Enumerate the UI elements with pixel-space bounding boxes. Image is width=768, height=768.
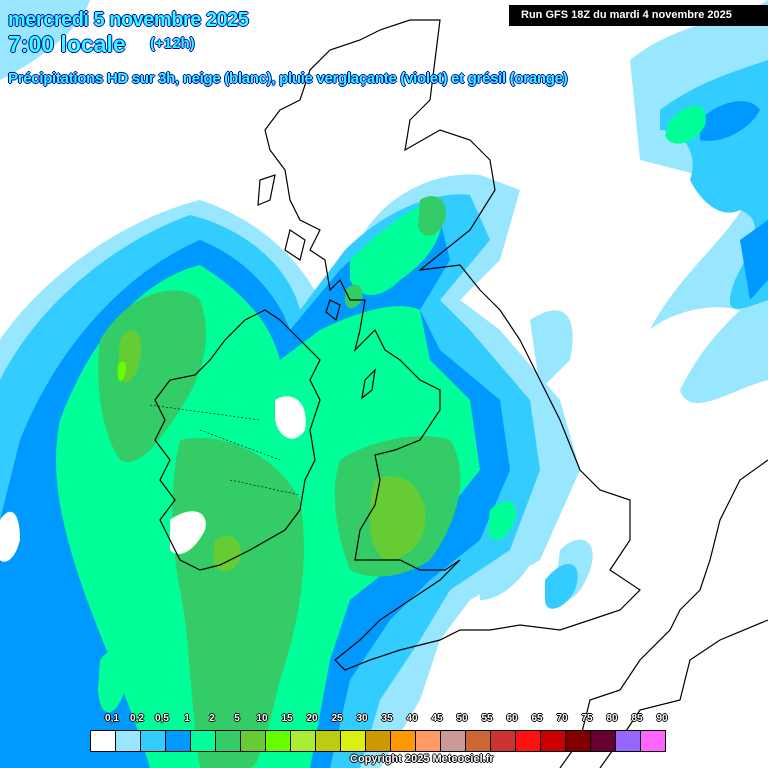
forecast-time: 7:00 locale (8, 31, 126, 57)
legend-label: 65 (531, 713, 543, 724)
legend-swatch (391, 731, 416, 751)
legend-swatch (641, 731, 665, 751)
legend-label: 45 (431, 713, 443, 724)
legend-label: 0,2 (130, 713, 144, 724)
copyright: Copyright 2025 Meteociel.fr (350, 753, 494, 765)
legend-swatch (441, 731, 466, 751)
legend-swatch (516, 731, 541, 751)
legend-label: 75 (581, 713, 593, 724)
legend-swatch (466, 731, 491, 751)
legend-label: 70 (556, 713, 568, 724)
legend-swatch (341, 731, 366, 751)
legend-swatch (591, 731, 616, 751)
legend-label: 50 (456, 713, 468, 724)
legend-label: 40 (406, 713, 418, 724)
legend-label: 25 (331, 713, 343, 724)
legend-swatch (491, 731, 516, 751)
legend-swatch (416, 731, 441, 751)
legend-swatch (191, 731, 216, 751)
legend-label: 80 (606, 713, 618, 724)
forecast-offset: (+12h) (150, 35, 195, 52)
legend-swatch (566, 731, 591, 751)
legend-swatch (291, 731, 316, 751)
legend-swatch (366, 731, 391, 751)
legend-swatch (541, 731, 566, 751)
map-subtitle: Précipitations HD sur 3h, neige (blanc),… (8, 70, 568, 87)
legend-swatch (216, 731, 241, 751)
legend-label: 2 (209, 713, 215, 724)
legend-label: 85 (631, 713, 643, 724)
legend-swatch (141, 731, 166, 751)
forecast-date: mercredi 5 novembre 2025 (8, 9, 249, 31)
legend-swatch (166, 731, 191, 751)
legend-swatch (266, 731, 291, 751)
legend-swatch (316, 731, 341, 751)
legend-swatch (91, 731, 116, 751)
legend-label: 35 (381, 713, 393, 724)
legend-label: 0,5 (155, 713, 169, 724)
legend-swatch (616, 731, 641, 751)
legend-label: 10 (256, 713, 268, 724)
legend-swatch (241, 731, 266, 751)
legend-label: 90 (656, 713, 668, 724)
legend-swatch (116, 731, 141, 751)
legend-label: 0,1 (105, 713, 119, 724)
legend-label: 15 (281, 713, 293, 724)
legend-label: 5 (234, 713, 240, 724)
legend-label: 30 (356, 713, 368, 724)
color-legend (90, 730, 666, 752)
legend-label: 1 (184, 713, 190, 724)
run-info: Run GFS 18Z du mardi 4 novembre 2025 (509, 5, 768, 26)
legend-label: 20 (306, 713, 318, 724)
legend-label: 55 (481, 713, 493, 724)
legend-labels: 0,1 0,2 0,5 1 2 5 10 15 20 25 30 35 40 45 50 55 60 65 70 75… (90, 713, 670, 727)
legend-label: 60 (506, 713, 518, 724)
